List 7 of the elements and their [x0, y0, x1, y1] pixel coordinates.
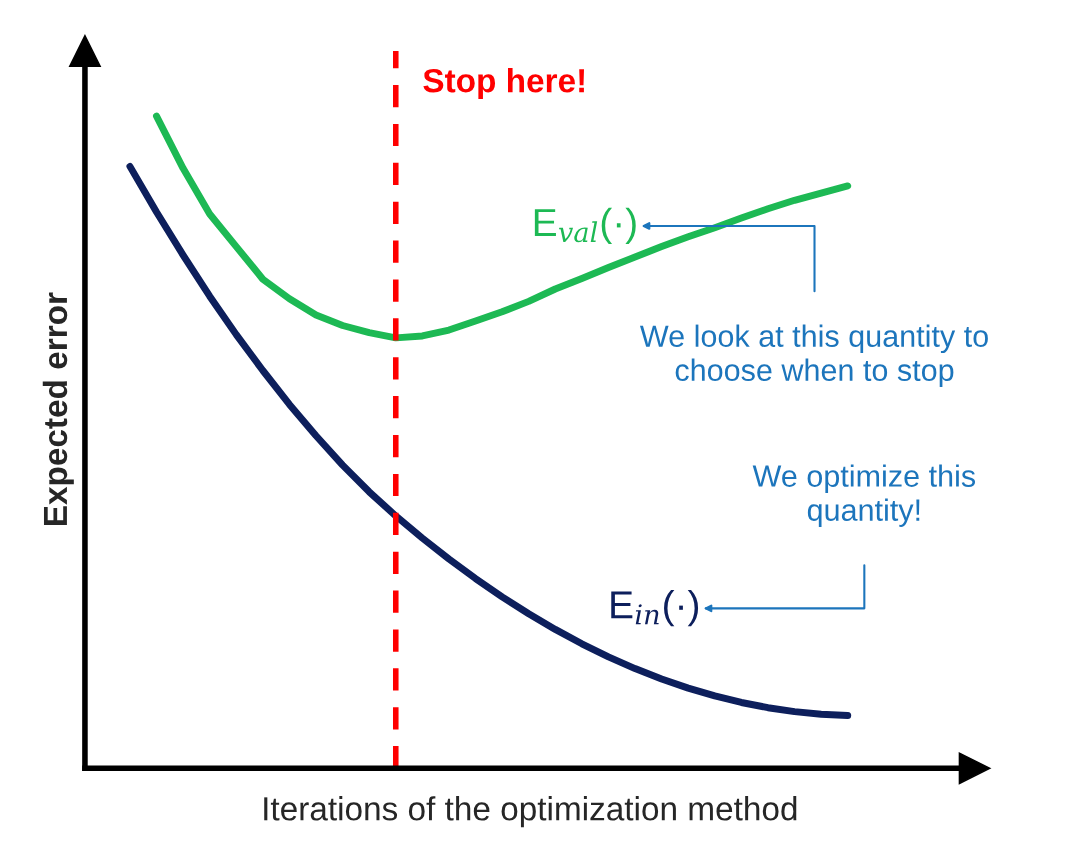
y-axis-title: Expected error — [42, 292, 74, 526]
annotation: We look at this quantity to choose when to stop — [639, 324, 988, 388]
x-axis-title: Iterations of the optimization method — [264, 796, 797, 828]
series-label: E$_{val}$(·) — [534, 207, 636, 244]
text: Stop here! — [423, 68, 585, 100]
series-label: E$_{in}$(·) — [611, 590, 699, 627]
annotation: We optimize this quantity! — [752, 464, 976, 527]
